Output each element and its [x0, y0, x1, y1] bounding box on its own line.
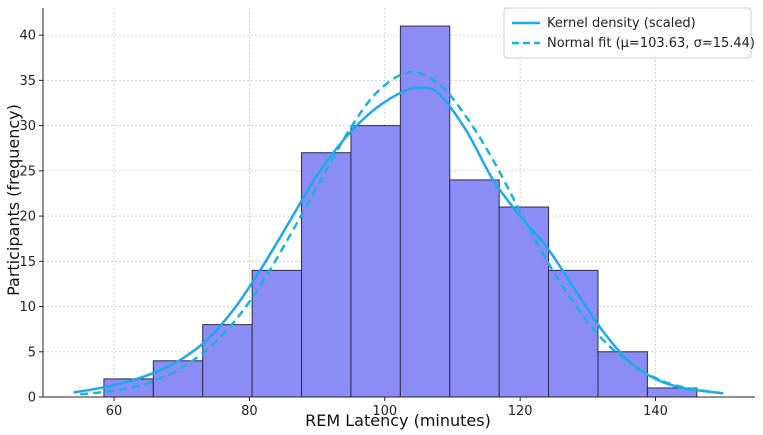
x-tick-label: 100: [372, 404, 397, 419]
curves: [73, 70, 724, 396]
legend: Kernel density (scaled) Normal fit (μ=10…: [503, 7, 755, 59]
x-axis-label: REM Latency (minutes): [305, 411, 491, 430]
y-tick-label: 10: [19, 300, 36, 315]
x-tick-label: 140: [643, 404, 668, 419]
x-tick-label: 120: [508, 404, 533, 419]
histogram-bars: [103, 25, 698, 398]
y-tick-label: 30: [19, 119, 36, 134]
x-tick-label: 80: [241, 404, 258, 419]
legend-box: [503, 7, 752, 59]
histogram-bar: [548, 269, 599, 398]
y-tick-label: 20: [19, 210, 36, 225]
histogram-bar: [399, 25, 451, 398]
histogram-bar: [498, 206, 550, 398]
y-tick-label: 0: [28, 391, 36, 406]
y-tick-label: 35: [19, 74, 36, 89]
histogram-bar: [350, 125, 401, 398]
y-axis-label: Participants (frequency): [4, 104, 23, 296]
x-tick-label: 60: [106, 404, 123, 419]
tick-labels: 60 80 100 120 140 0 5 10 15 20 25 30 35 40: [19, 29, 667, 419]
legend-normal-label: Normal fit (μ=103.63, σ=15.44): [547, 36, 755, 51]
normal-fit-curve: [80, 70, 724, 396]
legend-kde-label: Kernel density (scaled): [547, 16, 696, 31]
histogram-bar: [449, 179, 500, 398]
y-tick-label: 25: [19, 164, 36, 179]
axes: [42, 8, 755, 398]
y-tick-label: 5: [28, 345, 36, 360]
y-tick-label: 15: [19, 255, 36, 270]
histogram-bar: [251, 269, 303, 398]
kde-curve: [73, 86, 724, 395]
y-tick-label: 40: [19, 29, 36, 44]
